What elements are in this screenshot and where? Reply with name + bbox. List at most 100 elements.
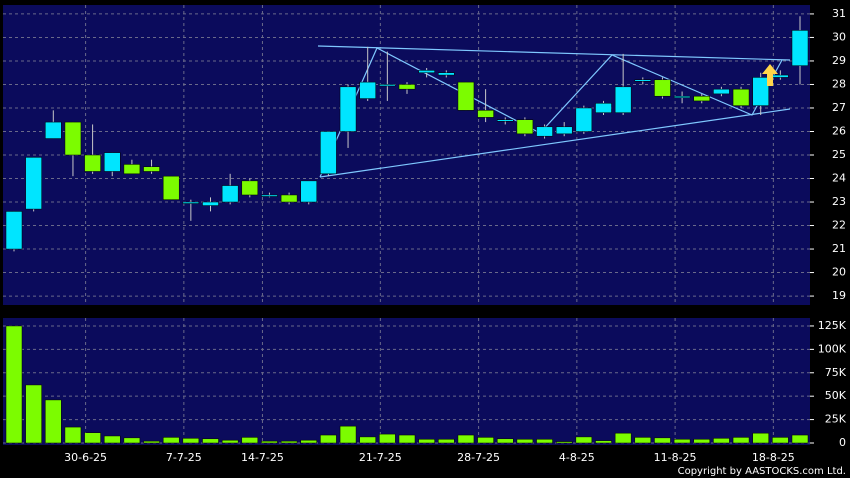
candle-body [673,95,691,98]
volume-bar [791,434,809,444]
candle-body [752,77,769,106]
volume-bar [732,437,750,444]
candle-body [614,86,632,113]
candle-body [25,157,42,210]
y-tick-label: 31 [832,7,846,20]
candle-body [654,79,671,97]
y-tick-label: 50K [825,389,847,402]
volume-bar [595,440,612,444]
y-tick-label: 24 [832,172,846,185]
candle-body [221,185,239,203]
candle-body [182,201,200,204]
volume-bar [516,439,534,444]
candle-body [418,70,435,73]
volume-bar [182,438,200,444]
y-tick-label: 19 [832,289,846,302]
y-tick-label: 0 [839,436,846,449]
candle-body [359,81,376,99]
volume-bar [320,434,337,444]
candle-body [713,88,730,95]
volume-bar [398,434,416,444]
candle-body [202,201,219,206]
x-tick-label: 7-7-25 [166,451,202,464]
signal-arrow [762,64,778,86]
volume-bar [477,437,494,444]
volume-bar [457,434,475,444]
copyright: Copyright by AASTOCKS.com Ltd. [678,466,846,477]
y-tick-label: 125K [818,319,847,332]
y-tick-label: 26 [832,124,846,137]
candle-body [398,84,416,90]
volume-bar [772,437,789,444]
y-tick-label: 29 [832,54,846,67]
volume-bar [654,437,671,444]
volume-bar [221,439,239,444]
volume-bar [575,436,593,444]
x-tick-label: 28-7-25 [457,451,500,464]
volume-panel [3,318,810,445]
volume-bar [614,432,632,444]
y-tick-label: 28 [832,77,846,90]
volume-bar [123,437,141,444]
candle-body [575,107,593,132]
volume-bar [300,439,317,444]
candle-body [477,110,494,118]
volume-bar [555,441,573,444]
volume-bar [143,440,160,444]
candle-body [84,154,101,172]
volume-bar [438,439,455,444]
candle-body [339,86,357,132]
y-tick-label: 30 [832,30,846,43]
candle-body [45,121,62,139]
candle-body [104,152,121,172]
candle-body [123,164,141,175]
candle-body [5,211,23,250]
y-tick-label: 25 [832,148,846,161]
candle-body [555,126,573,135]
y-tick-label: 100K [818,342,847,355]
trendline [317,45,791,61]
y-tick-label: 25K [825,413,847,426]
volume-bar [536,439,553,444]
candle-body [438,72,455,76]
candle-body [320,131,337,175]
candle-body [457,81,475,111]
y-tick-label: 21 [832,242,846,255]
volume-bar [64,426,82,444]
candle-body [634,79,652,82]
y-tick-label: 27 [832,101,846,114]
volume-bar [104,435,121,444]
candle-body [791,30,809,66]
candle-body [379,84,396,87]
volume-bar [339,425,357,444]
candle-body [516,119,534,135]
candle-body [693,95,710,102]
volume-bar [752,432,769,444]
y-tick-label: 23 [832,195,846,208]
candle-body [772,74,789,78]
volume-bar [673,439,691,444]
volume-bar [261,440,278,444]
x-tick-label: 21-7-25 [359,451,402,464]
y-tick-label: 22 [832,219,846,232]
volume-bar [162,437,180,444]
volume-bar [359,436,376,444]
candle-body [595,103,612,113]
candle-body [497,119,514,122]
volume-bar [634,437,652,444]
candle-body [732,88,750,106]
candle-body [300,180,317,203]
volume-bar [45,399,62,444]
candle-body [261,194,278,197]
volume-bar [280,440,298,444]
volume-bar [713,438,730,444]
volume-bar [418,439,435,444]
y-tick-label: 20 [832,266,846,279]
y-tick-label: 75K [825,366,847,379]
candle-body [241,180,259,196]
candle-body [64,121,82,156]
trendline [319,108,791,178]
candle-body [536,126,553,137]
volume-bar [497,438,514,444]
